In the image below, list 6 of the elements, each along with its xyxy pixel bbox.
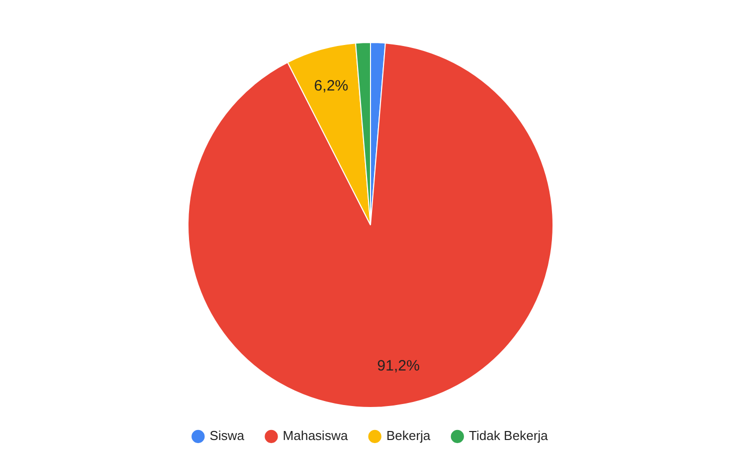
legend-label: Siswa bbox=[210, 428, 246, 444]
data-label: 91,2% bbox=[377, 358, 420, 375]
data-label: 6,2% bbox=[314, 77, 348, 94]
legend-label: Bekerja bbox=[386, 428, 432, 444]
legend-label: Tidak Bekerja bbox=[468, 428, 549, 444]
legend-label: Mahasiswa bbox=[282, 428, 349, 444]
